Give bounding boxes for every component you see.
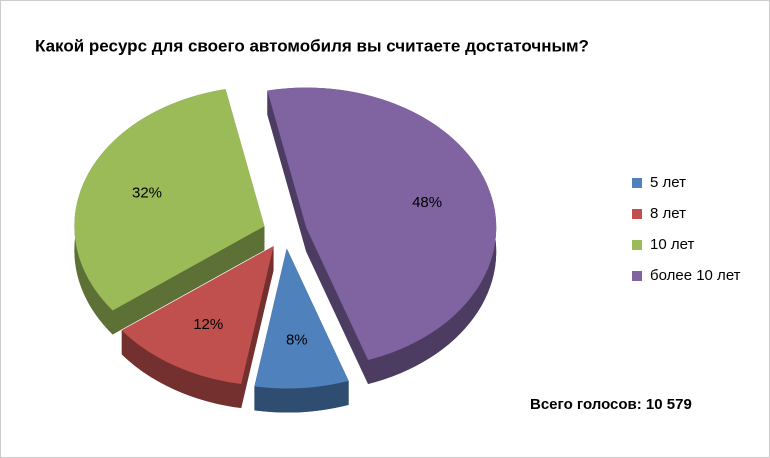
slice (74, 89, 265, 311)
legend-swatch (632, 271, 642, 281)
slice (254, 248, 349, 389)
slice-side (121, 330, 242, 409)
slice-side (112, 226, 265, 335)
slice (267, 87, 497, 360)
slice (121, 246, 274, 385)
data-label: 8% (286, 332, 308, 349)
legend-label: 8 лет (650, 205, 686, 222)
legend-swatch (632, 240, 642, 250)
legend-swatch (632, 178, 642, 188)
slice-side (306, 227, 369, 384)
slice-side (267, 90, 307, 252)
legend-label: 10 лет (650, 236, 694, 253)
legend-label: более 10 лет (650, 267, 741, 284)
legend-label: 5 лет (650, 174, 686, 191)
annotation: Всего голосов: 10 579 (530, 396, 692, 413)
chart-title: Какой ресурс для своего автомобиля вы сч… (35, 36, 589, 55)
data-label: 32% (132, 185, 162, 202)
data-label: 12% (193, 316, 223, 333)
slice-side (254, 380, 349, 413)
legend-swatch (632, 209, 642, 219)
data-label: 48% (412, 194, 442, 211)
slice-side (241, 246, 274, 409)
